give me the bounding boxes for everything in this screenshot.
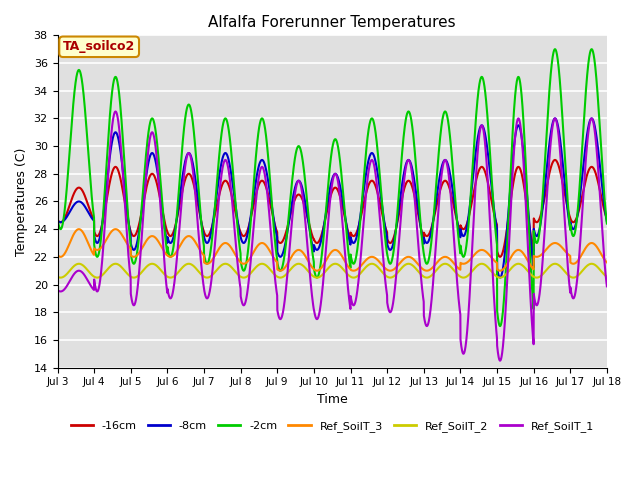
Legend: -16cm, -8cm, -2cm, Ref_SoilT_3, Ref_SoilT_2, Ref_SoilT_1: -16cm, -8cm, -2cm, Ref_SoilT_3, Ref_Soil… [66,416,598,436]
X-axis label: Time: Time [317,393,348,406]
Title: Alfalfa Forerunner Temperatures: Alfalfa Forerunner Temperatures [209,15,456,30]
Text: TA_soilco2: TA_soilco2 [63,40,135,53]
Y-axis label: Temperatures (C): Temperatures (C) [15,147,28,256]
